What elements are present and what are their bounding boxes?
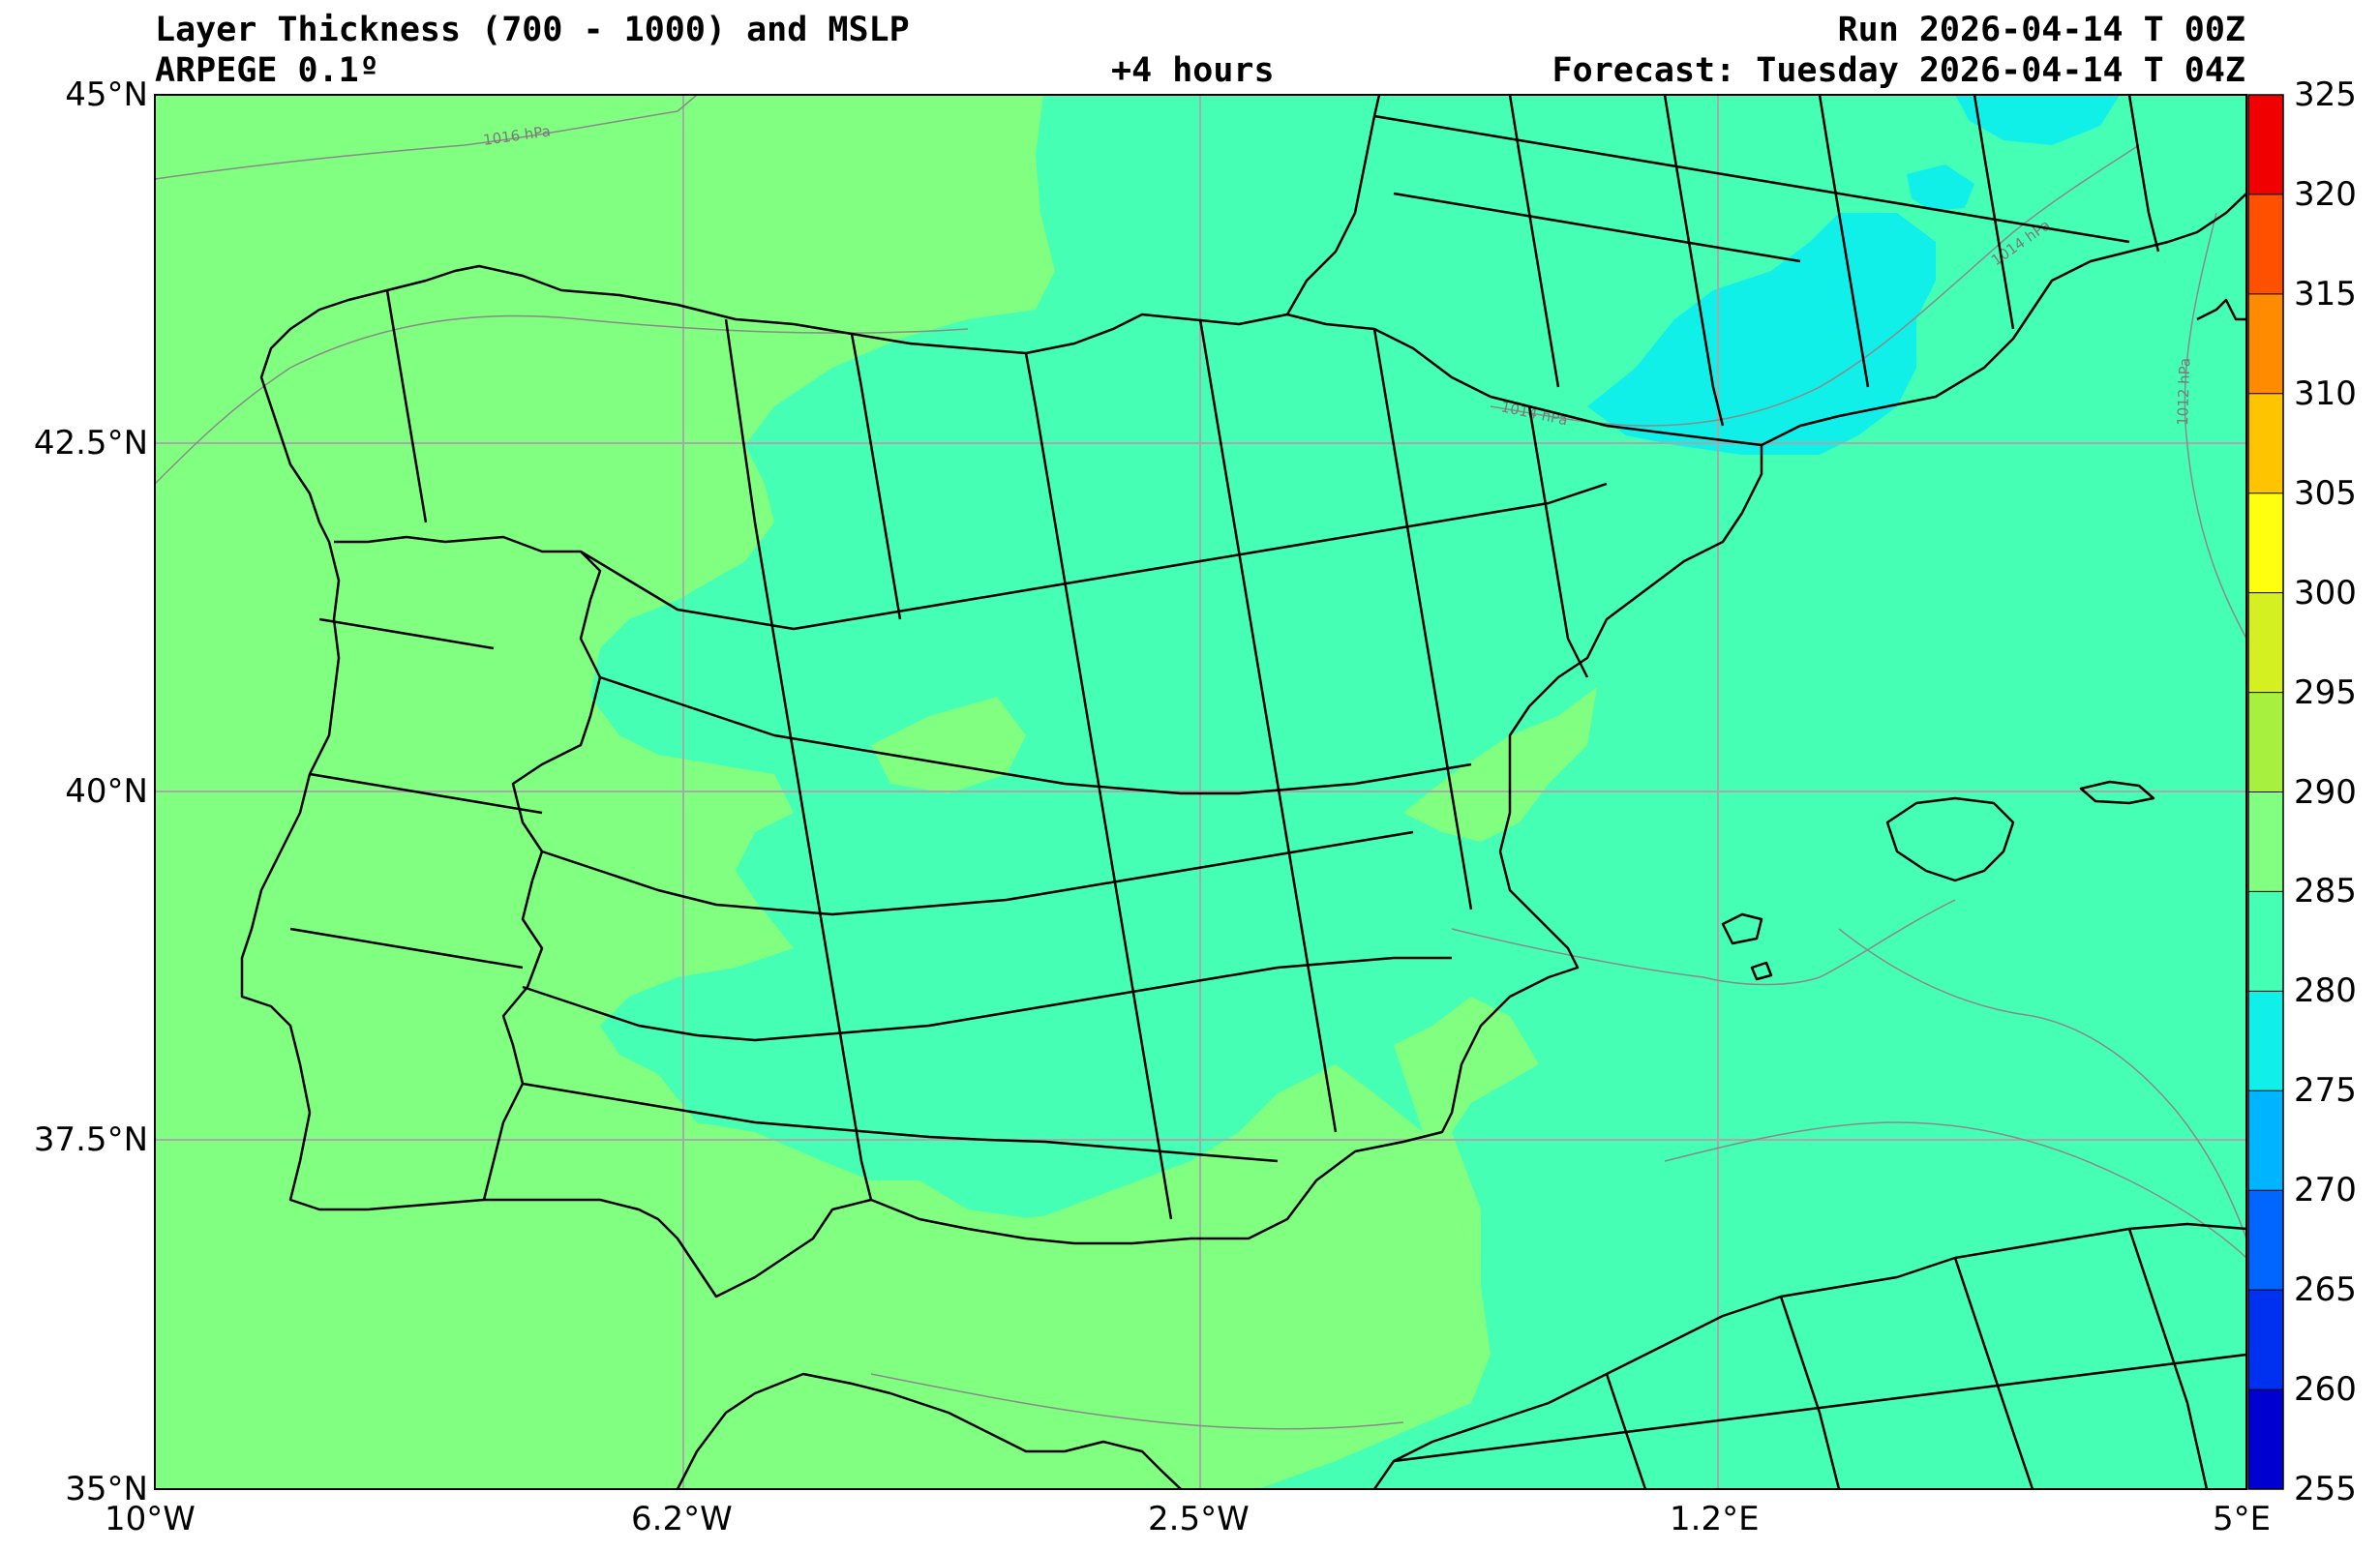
colorbar-tick-label: 315: [2294, 274, 2357, 313]
colorbar-segment: [2248, 991, 2283, 1091]
cool-patch-alps: [1955, 95, 2120, 145]
cool-patch-small: [1907, 164, 1974, 211]
lead-time-label: +4 hours: [1111, 51, 1275, 90]
colorbar-tick-label: 300: [2294, 573, 2357, 612]
colorbar-segment: [2248, 692, 2283, 792]
colorbar-segment: [2248, 492, 2283, 594]
colorbar-segment: [2248, 293, 2283, 395]
map-title: Layer Thickness (700 - 1000) and MSLP: [155, 11, 910, 49]
colorbar-segment: [2248, 1090, 2283, 1191]
warm-patch-southeast: [1258, 997, 1539, 1489]
warm-patch-central: [871, 697, 1026, 793]
forecast-label: Forecast: Tuesday 2026-04-14 T 04Z: [1552, 51, 2245, 90]
colorbar-tick-label: 295: [2294, 672, 2357, 712]
colorbar-segment: [2248, 95, 2283, 195]
colorbar-tick-label: 310: [2294, 373, 2357, 413]
colorbar-segment: [2248, 791, 2283, 892]
lon-label-5E: 5°E: [2213, 1500, 2272, 1538]
colorbar-tick-label: 265: [2294, 1270, 2357, 1310]
lat-label-45N: 45°N: [65, 75, 148, 114]
graticule: [155, 95, 2246, 1489]
isobars: [155, 95, 2246, 1430]
colorbar-segment: [2248, 1290, 2283, 1390]
colorbar-tick-label: 290: [2294, 772, 2357, 812]
map-frame: [154, 94, 2247, 1490]
lat-label-42.5N: 42.5°N: [33, 424, 148, 463]
lon-label-1.2E: 1.2°E: [1670, 1500, 1760, 1538]
coastlines: [240, 95, 2246, 1489]
colorbar-segment: [2248, 891, 2283, 992]
colorbar-tick-label: 285: [2294, 872, 2357, 911]
colorbar-segment: [2248, 194, 2283, 295]
colorbar-segment: [2248, 1389, 2283, 1490]
colorbar-tick-label: 270: [2294, 1171, 2357, 1210]
colorbar-tick-label: 275: [2294, 1071, 2357, 1111]
colorbar-tick-label: 255: [2294, 1470, 2357, 1508]
colorbar-tick-label: 260: [2294, 1370, 2357, 1410]
lon-label-10W: 10°W: [105, 1500, 196, 1538]
colorbar-tick-label: 280: [2294, 971, 2357, 1011]
isobar-label-1012: 1012 hPa: [2174, 358, 2193, 427]
lat-label-40N: 40°N: [65, 772, 148, 811]
warm-patch-southwest: [949, 1209, 1220, 1297]
colorbar-segment: [2248, 1190, 2283, 1291]
colorbar: [2248, 95, 2283, 1490]
colorbar-tick-label: 320: [2294, 174, 2357, 214]
lon-label-2.5W: 2.5°W: [1148, 1500, 1250, 1538]
colorbar-tick-label: 305: [2294, 473, 2357, 513]
colorbar-frame: [2247, 94, 2284, 1490]
lat-label-35N: 35°N: [65, 1470, 148, 1508]
warm-patch-valencia: [1403, 687, 1597, 842]
lat-label-37.5N: 37.5°N: [33, 1120, 148, 1159]
run-label: Run 2026-04-14 T 00Z: [1837, 11, 2245, 49]
colorbar-tick-label: 325: [2294, 75, 2357, 114]
lon-label-6.2W: 6.2°W: [631, 1500, 733, 1538]
colorbar-segment: [2248, 393, 2283, 494]
model-label: ARPEGE 0.1º: [155, 51, 379, 90]
colorbar-segment: [2248, 592, 2283, 694]
